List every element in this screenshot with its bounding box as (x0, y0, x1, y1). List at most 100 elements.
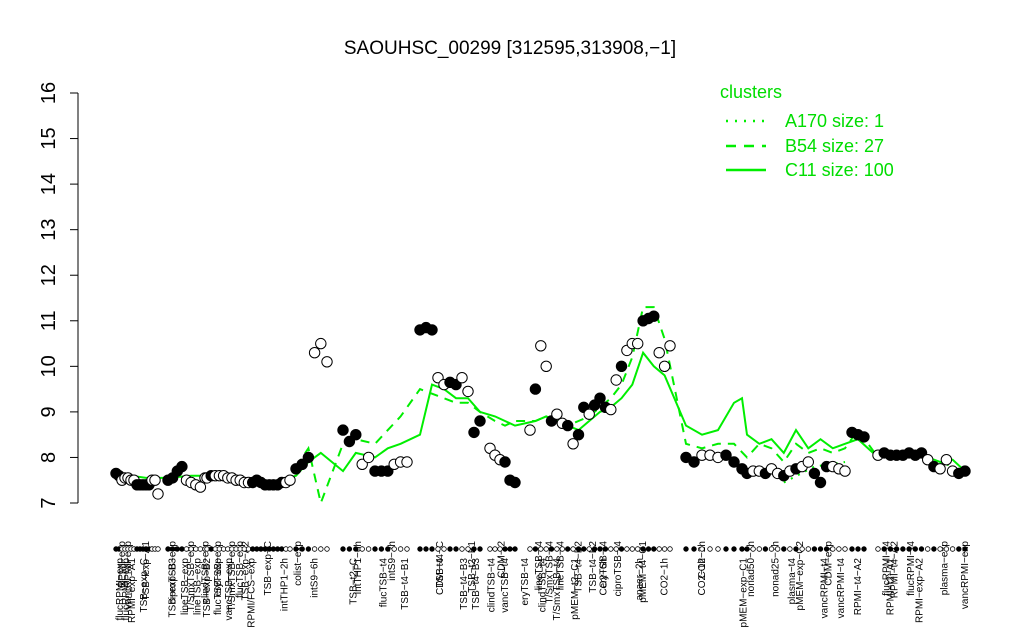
rug-point (602, 546, 609, 552)
y-tick-label: 15 (38, 127, 60, 149)
bottom-sample-label: plasma−t4 (787, 558, 798, 605)
rug-point (404, 546, 410, 552)
data-point (401, 456, 413, 468)
rug-point (699, 546, 705, 552)
data-point (535, 340, 547, 352)
rug-point (881, 546, 887, 552)
data-point (321, 356, 333, 368)
rug-point (656, 546, 662, 552)
top-sample-label: vancRPMI−exp (960, 541, 971, 610)
bottom-sample-label: CO2−1h (660, 558, 671, 596)
rug-point (912, 546, 918, 552)
rug-point (900, 546, 906, 552)
rug-point (197, 546, 204, 552)
rug-point (477, 546, 483, 552)
bottom-sample-label: pMEM−t2−C1 (570, 558, 581, 620)
rug-point (756, 546, 762, 552)
rug-point (707, 546, 713, 552)
rug-point (487, 546, 493, 552)
rug-point (855, 546, 861, 552)
rug-point (715, 546, 721, 552)
data-point (632, 337, 644, 350)
rug-point (811, 546, 818, 552)
top-sample-label: vancRPMI−exp (123, 541, 134, 610)
data-point (653, 347, 665, 359)
y-tick-label: 8 (38, 452, 60, 463)
rug-point (453, 546, 459, 552)
rug-point (417, 546, 423, 552)
rug-point (543, 546, 549, 552)
rug-point (502, 546, 508, 552)
rug-point (683, 546, 689, 552)
data-point (426, 324, 438, 336)
bottom-sample-label: TSB−exp−C (139, 558, 150, 612)
series-c11-line (115, 350, 966, 484)
rug-point (943, 546, 950, 552)
rug-point (188, 546, 194, 552)
rug-point (799, 546, 805, 552)
y-tick-label: 7 (38, 497, 60, 508)
data-point (858, 431, 870, 443)
rug-point (465, 546, 471, 552)
rug-point (931, 546, 937, 552)
rug-point (581, 546, 587, 552)
rug-point (169, 546, 176, 552)
top-sample-label: T/SmxTSB−exp (186, 541, 197, 612)
data-point (934, 463, 946, 475)
rug-point (629, 546, 635, 552)
data-point (688, 456, 700, 468)
data-point (350, 429, 362, 441)
data-point (176, 460, 188, 473)
rug-point (805, 546, 811, 552)
data-point (802, 456, 814, 468)
data-point (308, 347, 321, 359)
rug-point (849, 546, 855, 552)
rug-point (554, 546, 560, 552)
bottom-sample-label: flucRPMI−exp (121, 558, 132, 621)
data-point (529, 383, 542, 395)
bottom-sample-label: anaer−2h (635, 558, 646, 601)
rug-point (768, 546, 775, 552)
rug-point (324, 546, 330, 552)
rug-point (429, 546, 435, 552)
bottom-sample-label: intS9−6h (310, 558, 321, 598)
bottom-sample-label: vancRPMI−t4 (836, 558, 847, 619)
rug-point (385, 546, 391, 552)
data-point (468, 426, 480, 439)
bottom-sample-label: TSB−t2−C (349, 558, 360, 605)
data-point (284, 474, 296, 486)
y-tick-label: 9 (38, 406, 60, 417)
data-point (474, 415, 486, 427)
data-point (149, 474, 161, 486)
rug-point (311, 546, 318, 552)
rug-point (624, 546, 630, 552)
data-point (959, 465, 971, 477)
data-point (567, 438, 579, 450)
rug-point (165, 546, 171, 552)
rug-point (956, 546, 962, 552)
top-sample-label: intS9−2h (387, 541, 398, 581)
rug-point (179, 546, 185, 552)
bottom-sample-label: lineTSB−exp (180, 558, 191, 615)
rug-point (586, 546, 592, 552)
rug-point (949, 546, 956, 552)
top-sample-label: eryTSB−t4 (599, 541, 610, 589)
rug-point (925, 546, 931, 552)
legend-title: clusters (720, 82, 782, 102)
top-sample-label: eryTSB−exp (213, 541, 224, 597)
top-sample-label: flucTSB−exp (235, 541, 246, 598)
rug-point (739, 546, 745, 552)
sample-rug (113, 546, 968, 552)
rug-point (762, 546, 769, 552)
rug-point (661, 546, 668, 552)
rug-point (608, 546, 614, 552)
rug-point (559, 546, 565, 552)
bottom-sample-label: eryTSB−t4 (520, 558, 531, 606)
top-sample-label: TSB−exp−C (263, 541, 274, 595)
top-sample-label: RPMI−t4−A2 (890, 541, 901, 599)
rug-point (507, 546, 513, 552)
data-point (562, 419, 574, 432)
data-point (720, 449, 732, 461)
top-sample-label: pMEM−exp−C2 (795, 541, 806, 611)
data-point (839, 465, 851, 477)
